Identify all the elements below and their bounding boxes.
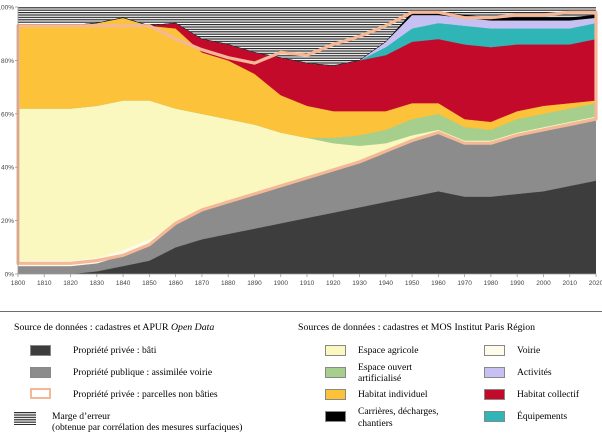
x-tick-label: 2010: [562, 280, 577, 287]
swatch-publique: [30, 367, 51, 378]
legend-espace-ouvert-1: Espace ouvert: [358, 362, 413, 373]
y-tick-label: 80%: [1, 58, 14, 65]
legend-carrieres-2: chantiers: [358, 418, 393, 429]
x-tick-label: 1950: [405, 280, 420, 287]
legend-carrieres-1: Carrières, décharges,: [358, 406, 439, 417]
legend-equipements: Équipements: [517, 411, 568, 422]
legend-voirie: Voirie: [517, 345, 541, 356]
x-tick-label: 1840: [116, 280, 131, 287]
x-tick-label: 1910: [300, 280, 315, 287]
y-tick-label: 100%: [0, 5, 14, 12]
legend-error-line1: Marge d’erreur: [52, 411, 111, 422]
x-tick-label: 1860: [168, 280, 183, 287]
x-tick-label: 1990: [510, 280, 525, 287]
x-tick-label: 1940: [379, 280, 394, 287]
legend-habitat-individuel: Habitat individuel: [358, 389, 428, 400]
x-tick-label: 1820: [63, 280, 78, 287]
legend-left-title-text: Source de données : cadastres et APUR: [14, 322, 171, 333]
x-tick-label: 2020: [589, 280, 602, 287]
swatch-carrieres: [325, 411, 346, 422]
legend-right-title: Sources de données : cadastres et MOS In…: [298, 322, 535, 333]
legend-activites: Activités: [517, 367, 552, 378]
x-tick-label: 1850: [142, 280, 157, 287]
legend-non-baties: Propriété privée : parcelles non bâties: [73, 389, 218, 400]
legend-left-title: Source de données : cadastres et APUR Op…: [14, 322, 214, 333]
swatch-non-baties: [30, 388, 51, 399]
swatch-habitat-individuel: [325, 389, 346, 400]
swatch-habitat-collectif: [484, 389, 505, 400]
swatch-prive-bati: [30, 345, 51, 356]
x-tick-label: 1810: [37, 280, 52, 287]
x-tick-label: 1900: [273, 280, 288, 287]
legend-espace-ouvert-2: artificialisé: [358, 373, 402, 384]
legend-publique: Propriété publique : assimilée voirie: [73, 367, 213, 378]
legend-error-line2: (obtenue par corrélation des mesures sur…: [52, 422, 243, 433]
stacked-area-chart: 0% 20% 40% 60% 80% 100% 1800 1810 1820 1830 1840 1…: [0, 5, 602, 288]
y-tick-label: 20%: [1, 218, 14, 225]
y-tick-label: 40%: [1, 165, 14, 172]
swatch-espace-agricole: [325, 345, 346, 356]
swatch-espace-ouvert: [325, 367, 346, 378]
x-tick-label: 2000: [536, 280, 551, 287]
legend-habitat-collectif: Habitat collectif: [517, 389, 580, 400]
y-tick-label: 0%: [5, 272, 15, 279]
legend-espace-agricole: Espace agricole: [358, 345, 419, 356]
swatch-equipements: [484, 411, 505, 422]
overlay-parcelles-non-baties: [16, 10, 598, 265]
y-tick-label: 60%: [1, 111, 14, 118]
legend-prive-bati: Propriété privée : bâti: [73, 345, 157, 356]
x-tick-label: 1870: [195, 280, 210, 287]
x-tick-label: 1830: [90, 280, 105, 287]
x-tick-label: 1930: [352, 280, 367, 287]
legend-divider: [0, 311, 602, 312]
swatch-voirie: [484, 345, 505, 356]
x-tick-label: 1890: [247, 280, 262, 287]
x-tick-label: 1970: [457, 280, 472, 287]
x-tick-label: 1880: [221, 280, 236, 287]
area-carrieres-decharges-chantiers: [18, 12, 596, 66]
swatch-activites: [484, 367, 505, 378]
x-tick-label: 1980: [484, 280, 499, 287]
x-tick-label: 1920: [326, 280, 341, 287]
legend-left-title-italic: Open Data: [170, 322, 215, 333]
swatch-error-margin-hatch: [14, 412, 36, 425]
x-tick-label: 1960: [431, 280, 446, 287]
x-tick-label: 1800: [11, 280, 26, 287]
